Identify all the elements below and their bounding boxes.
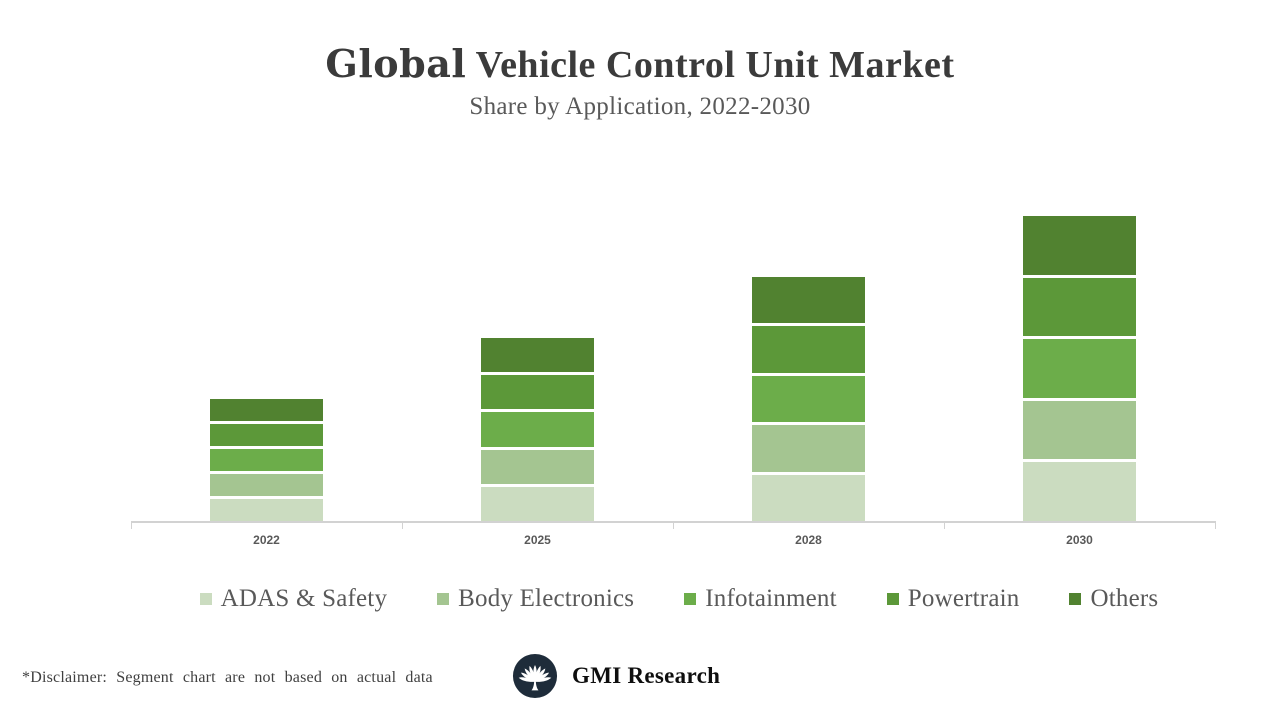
x-axis-tick-1 — [402, 521, 403, 529]
legend-label-powertrain: Powertrain — [907, 585, 1020, 612]
segment-others-2022 — [210, 399, 323, 421]
segment-infotainment-2022 — [210, 449, 323, 471]
disclaimer-text: *Disclaimer: Segment chart are not based… — [22, 669, 433, 686]
x-axis-label-2028: 2028 — [795, 533, 822, 547]
segment-others-2030 — [1023, 216, 1136, 275]
segment-body-electronics-2030 — [1023, 400, 1136, 460]
segment-infotainment-2025 — [481, 412, 594, 447]
segment-body-electronics-2025 — [481, 449, 594, 484]
legend-label-infotainment: Infotainment — [705, 585, 837, 612]
bar-2025 — [481, 338, 594, 522]
legend-item-powertrain: Powertrain — [886, 585, 1020, 613]
segment-others-2025 — [481, 338, 594, 373]
legend-item-body-electronics: Body Electronics — [437, 585, 634, 613]
brand: GMI Research — [512, 653, 720, 699]
segment-body-electronics-2022 — [210, 474, 323, 496]
segment-powertrain-2028 — [752, 326, 865, 373]
segment-powertrain-2022 — [210, 424, 323, 446]
gmi-logo-icon — [512, 653, 558, 699]
title-block: Global Vehicle Control Unit Market Share… — [0, 42, 1280, 121]
page-title-prefix: Global — [325, 41, 467, 86]
legend-label-adas-safety: ADAS & Safety — [220, 585, 388, 612]
segment-infotainment-2028 — [752, 375, 865, 423]
bar-2028 — [752, 277, 865, 522]
legend-item-others: Others — [1069, 585, 1158, 613]
segment-adas-safety-2030 — [1023, 462, 1136, 521]
legend-swatch-infotainment — [684, 593, 697, 605]
segment-adas-safety-2022 — [210, 499, 323, 521]
legend-label-others: Others — [1090, 585, 1159, 612]
x-axis-tick-2 — [673, 521, 674, 529]
page-title-rest: Vehicle Control Unit Market — [466, 44, 955, 86]
segment-adas-safety-2028 — [752, 474, 865, 522]
x-axis-tick-0 — [131, 521, 132, 529]
legend: ADAS & Safety Body Electronics Infotainmen… — [39, 585, 1280, 613]
segment-powertrain-2025 — [481, 375, 594, 410]
page-subtitle: Share by Application, 2022-2030 — [469, 92, 811, 120]
legend-item-infotainment: Infotainment — [684, 585, 837, 613]
x-axis-label-2030: 2030 — [1066, 533, 1093, 547]
bar-2030 — [1023, 216, 1136, 521]
segment-others-2028 — [752, 277, 865, 324]
legend-swatch-body-electronics — [437, 593, 450, 605]
segment-infotainment-2030 — [1023, 339, 1136, 398]
segment-powertrain-2030 — [1023, 277, 1136, 337]
bar-2022 — [210, 399, 323, 521]
x-axis-label-2022: 2022 — [253, 533, 280, 547]
legend-swatch-powertrain — [886, 593, 899, 605]
x-axis-label-2025: 2025 — [524, 533, 551, 547]
legend-label-body-electronics: Body Electronics — [458, 585, 635, 612]
x-axis-tick-4 — [1215, 521, 1216, 529]
segment-body-electronics-2028 — [752, 425, 865, 472]
legend-item-adas-safety: ADAS & Safety — [199, 585, 388, 613]
x-axis-tick-3 — [944, 521, 945, 529]
segment-adas-safety-2025 — [481, 486, 594, 522]
legend-swatch-others — [1069, 593, 1082, 605]
brand-name: GMI Research — [572, 663, 721, 688]
legend-swatch-adas-safety — [199, 593, 212, 605]
page-title: Global Vehicle Control Unit Market — [0, 42, 1280, 88]
